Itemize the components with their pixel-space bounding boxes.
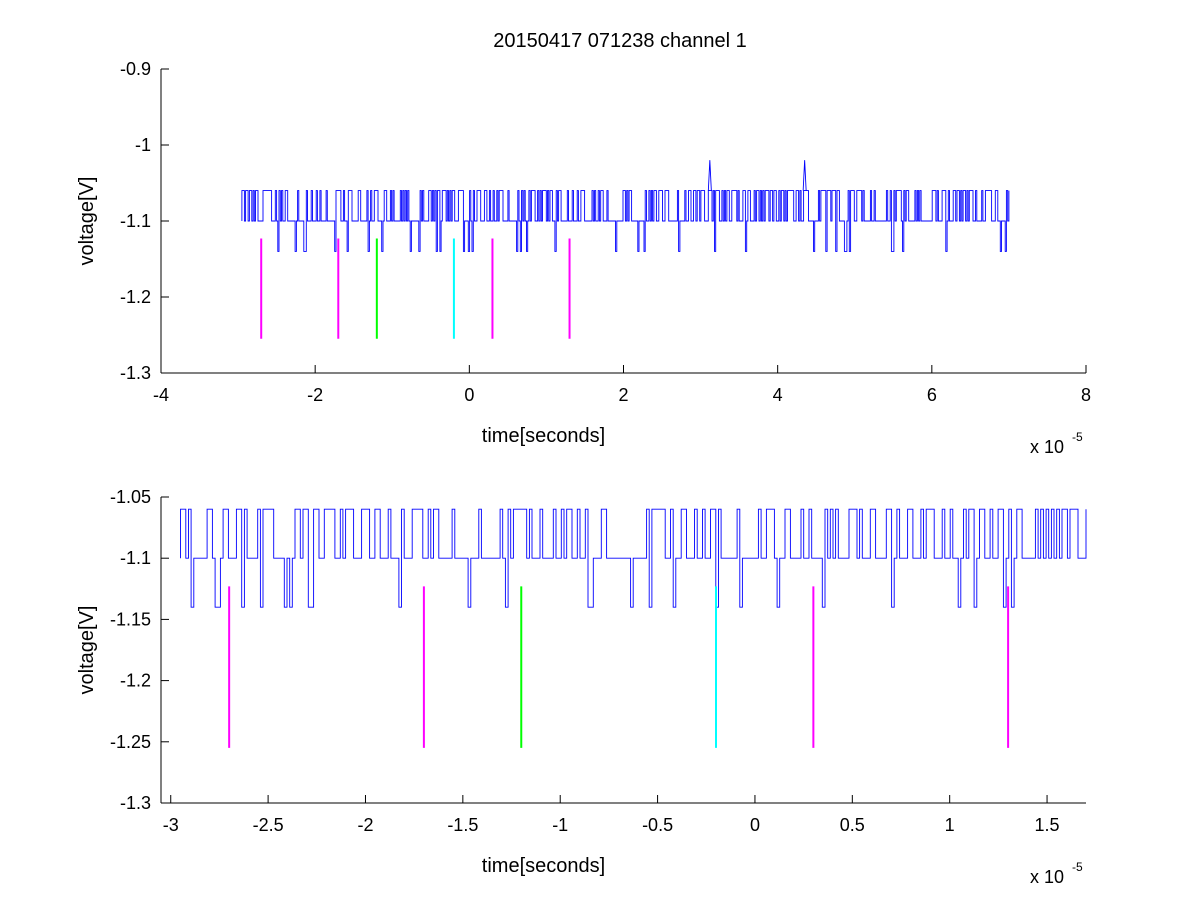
x-tick-label: 2 — [618, 385, 628, 405]
y-tick-label: -1.1 — [120, 211, 151, 231]
y-tick-label: -1.2 — [120, 671, 151, 691]
y-tick-label: -1.1 — [120, 548, 151, 568]
y-tick-label: -1.3 — [120, 793, 151, 813]
x-tick-label: -2.5 — [253, 815, 284, 835]
y-tick-label: -1 — [135, 135, 151, 155]
y-tick-label: -1.25 — [110, 732, 151, 752]
x-exponent-power: -5 — [1072, 860, 1083, 874]
x-tick-label: 0.5 — [840, 815, 865, 835]
y-tick-label: -1.2 — [120, 287, 151, 307]
x-tick-label: -2 — [357, 815, 373, 835]
x-exponent-label: x 10 — [1030, 867, 1064, 887]
y-tick-label: -0.9 — [120, 59, 151, 79]
signal-spike — [802, 160, 807, 191]
x-tick-label: -1.5 — [447, 815, 478, 835]
x-tick-label: -3 — [163, 815, 179, 835]
y-tick-label: -1.15 — [110, 609, 151, 629]
x-exponent-power: -5 — [1072, 430, 1083, 444]
y-tick-label: -1.05 — [110, 487, 151, 507]
x-tick-label: 1 — [945, 815, 955, 835]
signal-trace — [241, 190, 1010, 252]
x-exponent-label: x 10 — [1030, 437, 1064, 457]
bottom-plot: -3 -2.5 -2 -1.5 -1 -0.5 0 0.5 1 1.5 -1.3 -1.25 -1.2 -… — [76, 487, 1087, 887]
x-tick-label: 1.5 — [1035, 815, 1060, 835]
x-tick-label: 0 — [464, 385, 474, 405]
x-tick-label: -2 — [307, 385, 323, 405]
x-axis-label: time[seconds] — [482, 425, 605, 447]
y-axis-label: voltage[V] — [76, 606, 98, 695]
x-tick-label: -1 — [552, 815, 568, 835]
x-tick-label: 8 — [1081, 385, 1091, 405]
top-plot: -4 -2 0 2 4 6 8 -1.3 -1.2 -1.1 -1 -0.9 time[seconds]… — [76, 59, 1091, 457]
figure-title: 20150417 071238 channel 1 — [493, 30, 747, 52]
y-tick-label: -1.3 — [120, 363, 151, 383]
x-tick-label: 0 — [750, 815, 760, 835]
signal-trace — [180, 508, 1087, 608]
signal-spike — [707, 160, 712, 191]
y-axis-label: voltage[V] — [76, 177, 98, 266]
x-tick-label: 6 — [927, 385, 937, 405]
x-tick-label: -0.5 — [642, 815, 673, 835]
x-axis-label: time[seconds] — [482, 855, 605, 877]
x-tick-label: 4 — [773, 385, 783, 405]
x-tick-label: -4 — [153, 385, 169, 405]
